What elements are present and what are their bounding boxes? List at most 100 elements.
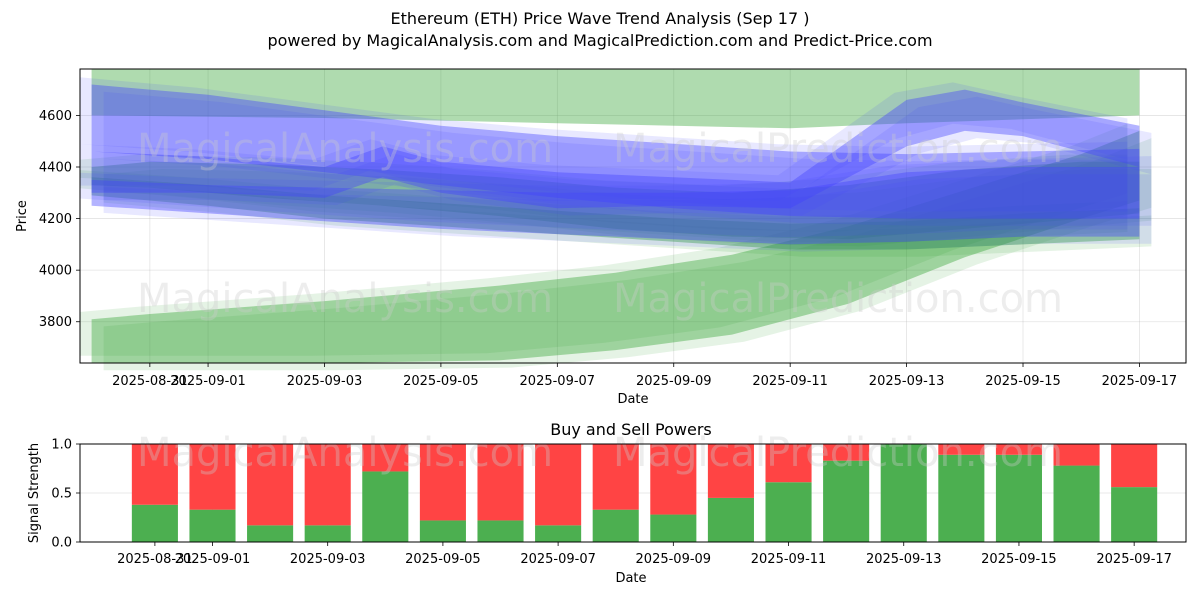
buy-bar [362, 471, 409, 542]
sell-bar [765, 444, 812, 483]
sell-bar [535, 444, 582, 526]
price-band-echo-green [79, 154, 1128, 232]
signal-x-tick-label: 2025-09-11 [751, 552, 827, 567]
price-x-tick-label: 2025-09-01 [170, 374, 246, 389]
buy-bar [304, 525, 351, 542]
price-x-label: Date [617, 392, 648, 407]
chart-title: Ethereum (ETH) Price Wave Trend Analysis… [390, 9, 810, 28]
signal-x-tick-label: 2025-09-03 [290, 552, 366, 567]
price-plot-frame [79, 68, 1187, 364]
signal-y-axis: 0.0 0.5 1.0 [51, 438, 80, 551]
sell-bar [189, 444, 236, 510]
signal-x-tick-label: 2025-09-07 [520, 552, 596, 567]
price-band-green [91, 69, 1140, 129]
buy-bar [707, 497, 754, 542]
watermark-top-left: MagicalAnalysis.com [137, 126, 553, 172]
signal-x-label: Date [615, 571, 646, 586]
buy-bar [535, 525, 582, 542]
buy-bar [765, 482, 812, 542]
price-x-tick-label: 2025-09-05 [403, 374, 479, 389]
sell-bar [592, 444, 639, 510]
price-x-tick-label: 2025-08-31 [112, 374, 188, 389]
buy-bar [247, 525, 294, 542]
price-x-tick-label: 2025-09-07 [520, 374, 596, 389]
price-band-echo-green [103, 169, 1152, 247]
signal-y-tick-label: 0.0 [51, 536, 72, 551]
buy-bar [189, 509, 236, 542]
price-band-blue [91, 84, 1140, 219]
sell-bar [247, 444, 294, 526]
price-band-echo-green [103, 138, 1152, 371]
price-band-echo-blue [79, 77, 1128, 212]
price-band-echo-green [79, 170, 1128, 243]
price-band-echo-blue [79, 82, 1128, 202]
buy-bar [995, 454, 1042, 542]
signal-y-tick-label: 0.5 [51, 487, 72, 502]
signal-bars [131, 444, 1158, 542]
buy-bar [650, 514, 697, 542]
sell-bar [477, 444, 524, 521]
buy-bar [880, 444, 927, 542]
price-y-tick-label: 4400 [39, 161, 72, 176]
price-x-tick-label: 2025-09-11 [752, 374, 828, 389]
price-band-green [91, 161, 1140, 240]
buy-bar [131, 504, 178, 542]
watermark-mid-left: MagicalAnalysis.com [137, 276, 553, 322]
signal-x-tick-label: 2025-09-05 [405, 552, 481, 567]
buy-bar [1111, 487, 1158, 542]
price-y-tick-label: 4200 [39, 212, 72, 227]
signal-title: Buy and Sell Powers [550, 420, 712, 439]
signal-x-tick-label: 2025-09-09 [636, 552, 712, 567]
watermark-mid-right: MagicalPrediction.com [613, 276, 1063, 322]
watermark-bottom-left: MagicalAnalysis.com [137, 430, 553, 476]
price-watermarks: MagicalAnalysis.com MagicalPrediction.co… [137, 126, 1063, 322]
price-band-echo-green [79, 123, 1128, 356]
price-x-tick-label: 2025-09-13 [869, 374, 945, 389]
signal-x-tick-label: 2025-09-17 [1096, 552, 1172, 567]
price-band-blue [91, 89, 1140, 209]
price-grid [80, 69, 1186, 363]
price-band-green [91, 177, 1140, 250]
sell-bar [938, 444, 985, 455]
price-band-echo-blue [103, 91, 1152, 226]
sell-bar [362, 444, 409, 472]
price-y-tick-label: 4600 [39, 109, 72, 124]
price-y-tick-label: 3800 [39, 315, 72, 330]
price-band-green [91, 130, 1140, 363]
buy-bar [592, 509, 639, 542]
price-band-blue [91, 167, 1140, 245]
price-band-echo-green [103, 184, 1152, 257]
price-x-tick-label: 2025-09-15 [985, 374, 1061, 389]
price-bands [79, 69, 1152, 371]
signal-x-tick-label: 2025-08-31 [117, 552, 193, 567]
watermark-bottom-right: MagicalPrediction.com [613, 430, 1063, 476]
price-band-echo-blue [103, 96, 1152, 216]
buy-bar [1053, 465, 1100, 542]
sell-bar [1111, 444, 1158, 488]
sell-bar [995, 444, 1042, 455]
watermark-top-right: MagicalPrediction.com [613, 126, 1063, 172]
signal-y-tick-label: 1.0 [51, 438, 72, 453]
price-x-tick-label: 2025-09-17 [1102, 374, 1178, 389]
price-band-echo-blue [79, 159, 1128, 238]
price-band-echo-blue [103, 174, 1152, 252]
signal-x-tick-label: 2025-09-13 [866, 552, 942, 567]
signal-y-label: Signal Strength [27, 443, 42, 543]
sell-bar [823, 444, 870, 461]
price-y-axis: 3800 4000 4200 4400 4600 [39, 109, 80, 330]
buy-bar [419, 520, 466, 542]
buy-bar [938, 454, 985, 542]
price-x-tick-label: 2025-09-09 [636, 374, 712, 389]
price-x-tick-label: 2025-09-03 [287, 374, 363, 389]
sell-bar [304, 444, 351, 526]
chart-subtitle: powered by MagicalAnalysis.com and Magic… [267, 31, 933, 50]
buy-bar [477, 520, 524, 542]
sell-bar [131, 444, 178, 505]
price-y-tick-label: 4000 [39, 264, 72, 279]
signal-watermarks: MagicalAnalysis.com MagicalPrediction.co… [137, 430, 1063, 476]
signal-x-tick-label: 2025-09-15 [981, 552, 1057, 567]
